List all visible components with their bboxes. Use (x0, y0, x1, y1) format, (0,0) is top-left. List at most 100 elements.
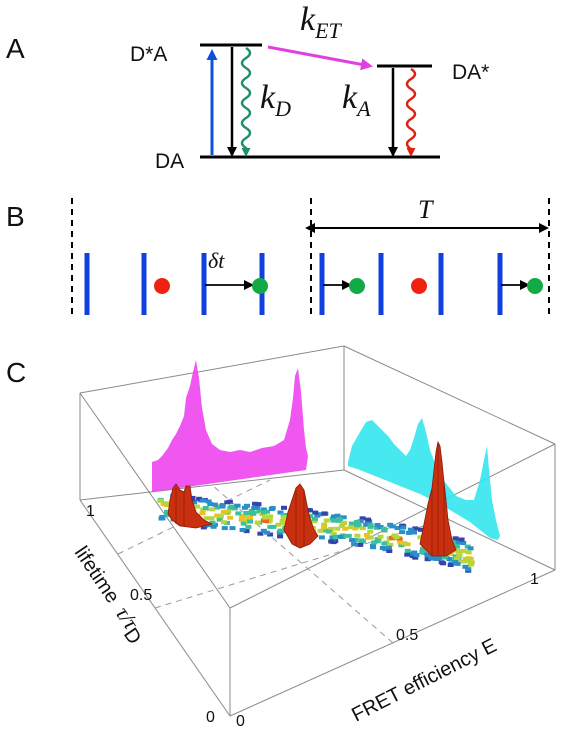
histogram-cell (358, 538, 365, 543)
histogram-cell (219, 504, 226, 509)
panel-label-a: A (6, 33, 25, 64)
histogram-cell (239, 513, 246, 518)
histogram-cell (159, 516, 166, 521)
histogram-cell (266, 518, 273, 523)
histogram-cell (243, 529, 250, 534)
histogram-cell (370, 545, 377, 550)
histogram-cell (352, 538, 359, 542)
histogram-cell (460, 541, 467, 545)
rate-k-a: kA (342, 79, 371, 121)
histogram-cell (371, 540, 378, 545)
histogram-cell (221, 509, 228, 514)
delay-label: δt (208, 248, 225, 273)
histogram-cell (355, 522, 362, 527)
histogram-cell (165, 512, 172, 517)
photon-red-dot (411, 278, 427, 294)
histogram-cell (412, 526, 419, 531)
histogram-cell (374, 539, 381, 544)
donor-only-peak (167, 483, 214, 529)
histogram-cell (277, 528, 284, 533)
histogram-cell (342, 526, 349, 531)
histogram-cell (462, 564, 469, 569)
histogram-cell (203, 516, 210, 521)
histogram-cell (424, 552, 431, 557)
histogram-cell (417, 535, 424, 540)
histogram-cell (447, 551, 454, 556)
histogram-cell (312, 510, 319, 515)
histogram-cell (420, 546, 427, 551)
histogram-cell (209, 520, 216, 525)
histogram-cell (227, 515, 234, 520)
histogram-cell (214, 513, 221, 518)
histogram-cell (400, 525, 407, 530)
histogram-cell (397, 540, 404, 545)
histogram-cell (318, 535, 325, 540)
histogram-cell (220, 520, 227, 525)
histogram-cell (467, 546, 474, 551)
histogram-cell (345, 533, 352, 538)
histogram-cell (317, 512, 324, 517)
histogram-cell (404, 552, 411, 557)
histogram-cell (267, 514, 274, 519)
histogram-cell (221, 526, 228, 531)
histogram-cell (458, 537, 465, 542)
histogram-cell (367, 524, 374, 529)
histogram-cell (239, 528, 246, 532)
histogram-cell (380, 526, 387, 531)
histogram-cell (446, 557, 453, 561)
histogram-cell (239, 516, 246, 520)
histogram-cell (379, 546, 386, 550)
histogram-cell (323, 518, 330, 523)
lifetime-tick: 0.5 (130, 587, 152, 604)
histogram-cell (199, 511, 206, 516)
histogram-cell (456, 553, 463, 558)
histogram-cell (261, 515, 268, 520)
histogram-cell (317, 528, 324, 533)
histogram-cell (411, 530, 417, 535)
histogram-cell (354, 533, 361, 538)
histogram-cell (404, 542, 411, 547)
photon-green-dot (252, 278, 268, 294)
histogram-cell (367, 529, 374, 534)
histogram-cell (334, 526, 341, 531)
histogram-cell (202, 506, 209, 510)
histogram-cell (247, 519, 254, 524)
histogram-cell (251, 506, 258, 510)
histogram-cell (389, 536, 396, 541)
histogram-cell (413, 553, 420, 557)
histogram-cell (385, 545, 392, 550)
panel-b: B T δt (6, 195, 550, 318)
histogram-cell (337, 517, 344, 522)
histogram-cell (231, 506, 238, 511)
histogram-cell (281, 505, 287, 510)
histogram-cell (339, 524, 346, 528)
histogram-cell (454, 561, 461, 566)
histogram-cell (436, 556, 443, 561)
histogram-cell (467, 562, 474, 567)
period-label: T (418, 195, 434, 224)
panel-label-b: B (6, 201, 25, 232)
histogram-cell (329, 537, 336, 542)
histogram-cell (209, 507, 216, 512)
histogram-cell (224, 500, 231, 505)
efficiency-tick: 1 (530, 571, 539, 588)
histogram-cell (191, 500, 198, 505)
histogram-cell (242, 513, 249, 518)
histogram-cell (213, 505, 220, 510)
histogram-cell (329, 516, 336, 521)
lifetime-projection (348, 418, 500, 540)
panel-label-c: C (6, 357, 26, 388)
histogram-cell (399, 530, 406, 535)
histogram-cell (240, 521, 247, 526)
histogram-cell (225, 509, 232, 514)
histogram-cell (277, 534, 284, 539)
efficiency-projection (152, 360, 308, 492)
histogram-cell (419, 549, 426, 554)
histogram-cell (321, 525, 328, 530)
histogram-cell (208, 516, 215, 521)
histogram-cell (452, 536, 459, 541)
efficiency-tick: 0.5 (396, 627, 418, 644)
histogram-cell (260, 528, 267, 533)
histogram-cell (277, 510, 284, 515)
histogram-cell (279, 520, 286, 525)
